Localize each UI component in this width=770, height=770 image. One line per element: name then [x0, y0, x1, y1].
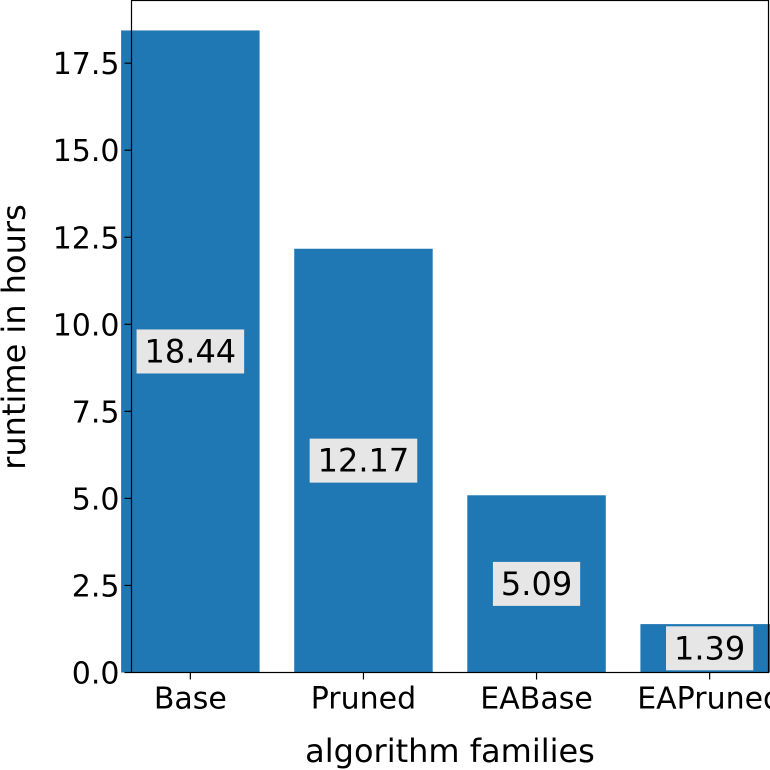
- data-label-text: 18.44: [145, 332, 237, 370]
- data-label-text: 1.39: [674, 629, 745, 667]
- data-label-pruned: 12.17: [309, 438, 418, 483]
- data-label-text: 5.09: [501, 565, 572, 603]
- y-axis-ticks: 0.0 2.5 5.0 7.5 10.0 12.5 15.0 17.5: [53, 47, 132, 692]
- data-label-eapruned: 1.39: [666, 626, 754, 671]
- x-tick-label-pruned: Pruned: [311, 682, 416, 717]
- x-tick-label-base: Base: [154, 682, 227, 717]
- y-tick-label: 15.0: [53, 134, 120, 169]
- y-tick-label: 12.5: [53, 221, 120, 256]
- data-label-eabase: 5.09: [492, 561, 581, 606]
- plot-frame: [130, 0, 770, 674]
- y-tick-label: 7.5: [72, 395, 120, 430]
- x-axis-ticks: Base Pruned EABase EAPruned: [154, 672, 770, 717]
- data-label-box: [492, 561, 581, 606]
- y-axis-label: runtime in hours: [0, 204, 33, 470]
- data-labels-layer: 18.44 12.17 5.09 1.39: [136, 329, 754, 671]
- y-tick-label: 0.0: [72, 657, 120, 692]
- data-label-box: [309, 438, 418, 483]
- y-tick-label: 10.0: [53, 308, 120, 343]
- y-tick-label: 17.5: [53, 47, 120, 82]
- x-axis-label: algorithm families: [305, 732, 595, 770]
- data-label-base: 18.44: [136, 329, 245, 374]
- data-label-box: [136, 329, 245, 374]
- data-label-text: 12.17: [318, 442, 410, 480]
- y-tick-label: 2.5: [72, 569, 120, 604]
- x-tick-label-eabase: EABase: [480, 682, 593, 717]
- data-label-box: [666, 626, 754, 671]
- x-tick-label-eapruned: EAPruned: [637, 682, 770, 717]
- y-tick-label: 5.0: [72, 482, 120, 517]
